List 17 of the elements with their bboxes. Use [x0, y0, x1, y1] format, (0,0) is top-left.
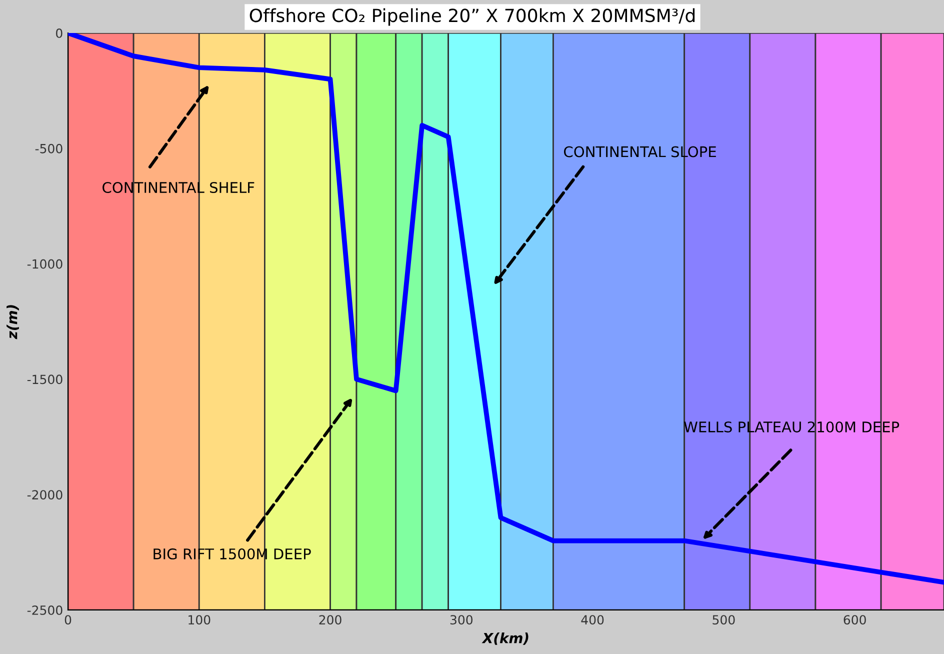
line-series [68, 33, 944, 585]
y-tick-label: -500 [35, 144, 62, 154]
x-axis-title: X(km) [482, 632, 528, 645]
y-axis-title: z(m) [6, 305, 19, 340]
x-tick-label: 600 [844, 615, 866, 625]
x-tick-label: 200 [319, 615, 342, 625]
x-tick-label: 400 [581, 615, 604, 625]
y-tick-label: -1000 [27, 259, 62, 269]
chart-title: Offshore CO₂ Pipeline 20” X 700km X 20MMSM³/d [250, 8, 695, 26]
x-tick-label: 100 [188, 615, 210, 625]
y-tick-label: -2000 [27, 490, 62, 500]
y-tick-label: 0 [56, 28, 62, 38]
x-tick-label: 300 [450, 615, 473, 625]
y-tick-label: -1500 [27, 374, 62, 384]
x-tick-label: 0 [64, 615, 72, 625]
x-tick-label: 500 [712, 615, 735, 625]
y-tick-label: -2500 [27, 605, 62, 615]
